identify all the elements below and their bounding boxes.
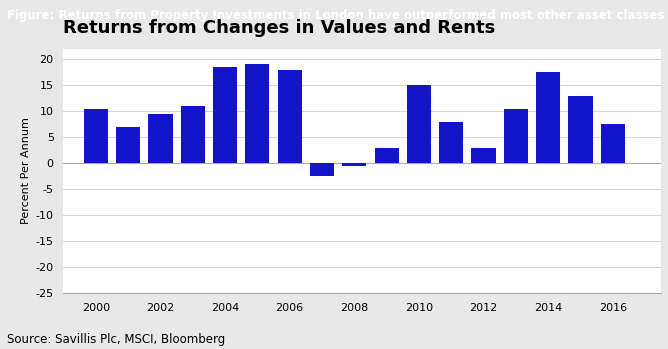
Y-axis label: Percent Per Annum: Percent Per Annum <box>21 118 31 224</box>
Text: Figure: Returns from Property Investments in London have outperformed most other: Figure: Returns from Property Investment… <box>7 9 664 22</box>
Bar <box>310 163 334 176</box>
Bar <box>407 85 431 163</box>
Bar <box>504 109 528 163</box>
Text: Source: Savillis Plc, MSCI, Bloomberg: Source: Savillis Plc, MSCI, Bloomberg <box>7 333 225 346</box>
Bar <box>180 106 205 163</box>
Bar <box>439 122 464 163</box>
Bar <box>601 124 625 163</box>
Bar <box>245 65 269 163</box>
Bar <box>342 163 367 166</box>
Text: Returns from Changes in Values and Rents: Returns from Changes in Values and Rents <box>63 18 496 37</box>
Bar <box>148 114 172 163</box>
Bar <box>375 148 399 163</box>
Bar <box>536 72 560 163</box>
Bar <box>278 70 302 163</box>
Bar <box>472 148 496 163</box>
Bar <box>84 109 108 163</box>
Bar <box>116 127 140 163</box>
Bar <box>213 67 237 163</box>
Bar <box>568 96 593 163</box>
